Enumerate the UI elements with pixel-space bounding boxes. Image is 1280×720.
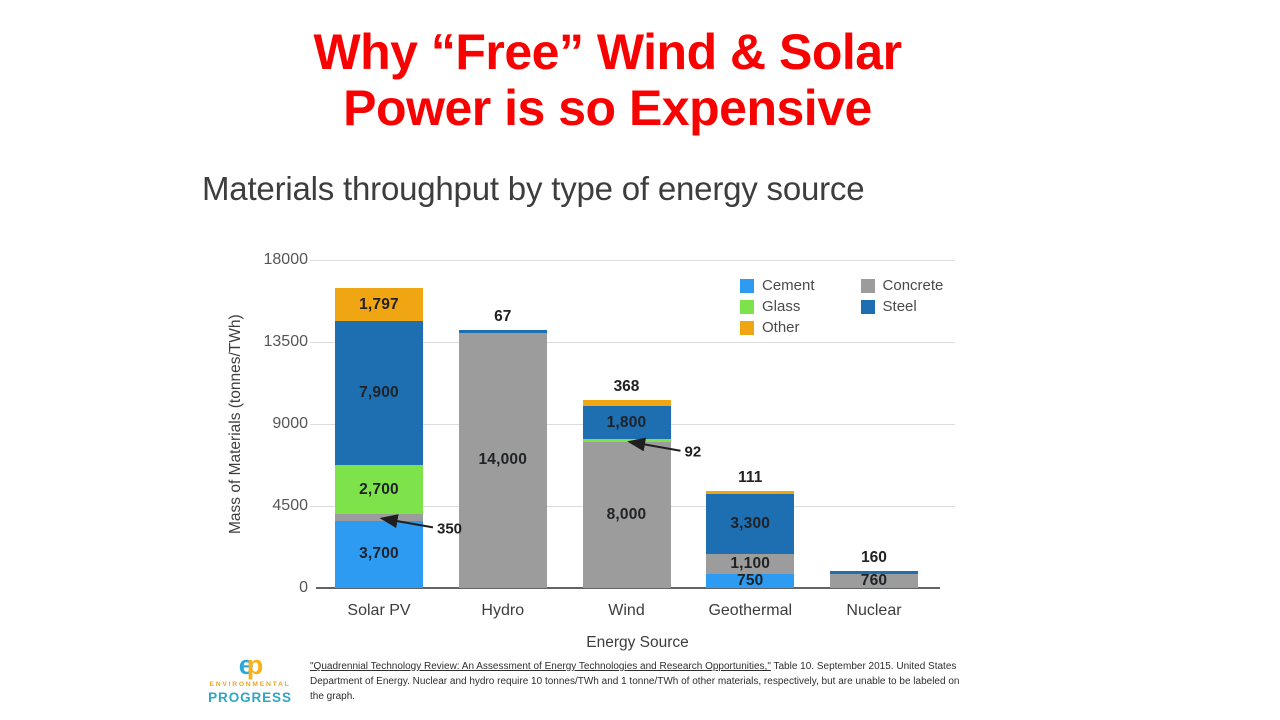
bar-segment-geothermal-other bbox=[706, 491, 795, 495]
bar-above-value: 368 bbox=[613, 377, 640, 395]
bar-segment-value: 750 bbox=[737, 572, 764, 590]
legend-label: Glass bbox=[762, 298, 801, 315]
bar-segment-value: 1,100 bbox=[730, 555, 771, 573]
bar-segment-value: 2,700 bbox=[359, 480, 399, 498]
y-tick-label: 4500 bbox=[272, 497, 308, 514]
chart-legend: Cement Glass Other Concrete Steel bbox=[740, 275, 943, 338]
legend-label: Other bbox=[762, 319, 800, 336]
x-category-label-geothermal: Geothermal bbox=[708, 602, 793, 619]
slide-title: Why “Free” Wind & Solar Power is so Expe… bbox=[313, 24, 902, 136]
gridline bbox=[310, 260, 955, 261]
bar-segment-wind-steel: 1,800 bbox=[582, 406, 671, 440]
logo-letter-p: p bbox=[246, 650, 263, 680]
legend-label: Steel bbox=[882, 298, 917, 315]
legend-swatch-icon bbox=[740, 320, 754, 335]
y-axis-ticks: 0 4500 9000 13500 18000 bbox=[230, 251, 309, 596]
bar-segment-value: 760 bbox=[860, 572, 888, 590]
legend-item-cement: Cement bbox=[740, 275, 815, 296]
gridline bbox=[310, 342, 955, 343]
x-axis-line bbox=[316, 587, 940, 589]
bar-segment-value: 3,300 bbox=[730, 515, 771, 533]
source-citation: "Quadrennial Technology Review: An Asses… bbox=[310, 659, 965, 704]
bar-segment-solar-pv-other: 1,797 bbox=[335, 288, 423, 322]
bar-segment-hydro-concrete: 14,000 bbox=[458, 332, 547, 588]
ep-logo-mark: ep bbox=[202, 652, 298, 679]
plot-area: 3,700 2,700 7,900 1,797 14,000 67 8,000 1,800 36… bbox=[310, 260, 955, 590]
chart-title: Materials throughput by type of energy s… bbox=[202, 170, 865, 207]
bar-segment-nuclear-concrete: 760 bbox=[830, 572, 918, 590]
x-category-label-nuclear: Nuclear bbox=[846, 602, 902, 619]
bar-segment-value: 8,000 bbox=[606, 506, 647, 524]
legend-swatch-icon bbox=[740, 299, 754, 314]
bar-segment-wind-concrete: 8,000 bbox=[582, 442, 671, 588]
logo-environmental-text: ENVIRONMENTAL bbox=[209, 681, 291, 688]
bar-segment-wind-glass bbox=[582, 439, 671, 443]
bar-segment-geothermal-steel: 3,300 bbox=[706, 494, 795, 555]
bar-segment-nuclear-steel bbox=[830, 571, 918, 575]
legend-item-other: Other bbox=[740, 317, 815, 338]
bar-segment-value: 7,900 bbox=[359, 384, 399, 401]
citation-text: Table 10. September 2015. United States … bbox=[310, 661, 960, 702]
bar-segment-wind-other bbox=[582, 399, 671, 407]
citation-link[interactable]: "Quadrennial Technology Review: An Asses… bbox=[310, 661, 771, 672]
bar-segment-value: 3,700 bbox=[359, 545, 399, 563]
x-axis-label: Energy Source bbox=[586, 634, 689, 651]
y-tick-label: 18000 bbox=[263, 251, 309, 268]
bar-segment-solar-pv-cement: 3,700 bbox=[335, 520, 423, 588]
logo-letter-e: e bbox=[238, 650, 254, 680]
bar-above-value: 67 bbox=[494, 307, 512, 325]
legend-swatch-icon bbox=[740, 278, 754, 293]
bar-segment-value: 1,797 bbox=[359, 295, 399, 313]
bar-segment-solar-pv-concrete bbox=[335, 514, 423, 521]
logo-progress-text: PROGRESS bbox=[208, 689, 292, 705]
environmental-progress-logo: ep ENVIRONMENTAL PROGRESS bbox=[202, 652, 298, 704]
bar-segment-solar-pv-steel: 7,900 bbox=[335, 321, 423, 465]
legend-label: Cement bbox=[762, 277, 815, 294]
legend-swatch-icon bbox=[860, 299, 875, 314]
y-tick-label: 0 bbox=[299, 579, 308, 596]
bar-above-value: 160 bbox=[861, 549, 887, 567]
bar-segment-hydro-steel bbox=[458, 329, 547, 333]
legend-item-glass: Glass bbox=[740, 296, 815, 317]
x-category-label-hydro: Hydro bbox=[481, 602, 525, 619]
bar-above-value: 111 bbox=[738, 469, 763, 487]
y-tick-label: 9000 bbox=[272, 415, 308, 432]
y-tick-label: 13500 bbox=[263, 333, 309, 350]
bar-segment-value: 1,800 bbox=[606, 413, 647, 431]
bar-segment-geothermal-concrete: 1,100 bbox=[706, 554, 795, 575]
bar-segment-geothermal-cement: 750 bbox=[706, 572, 795, 590]
legend-label: Concrete bbox=[882, 277, 944, 294]
legend-swatch-icon bbox=[860, 278, 875, 293]
legend-item-steel: Steel bbox=[860, 296, 944, 317]
x-category-label-wind: Wind bbox=[608, 602, 645, 619]
x-category-label-solar-pv: Solar PV bbox=[347, 602, 411, 619]
legend-item-concrete: Concrete bbox=[860, 275, 944, 296]
bar-segment-solar-pv-glass: 2,700 bbox=[335, 465, 423, 515]
bar-segment-value: 14,000 bbox=[478, 451, 528, 469]
